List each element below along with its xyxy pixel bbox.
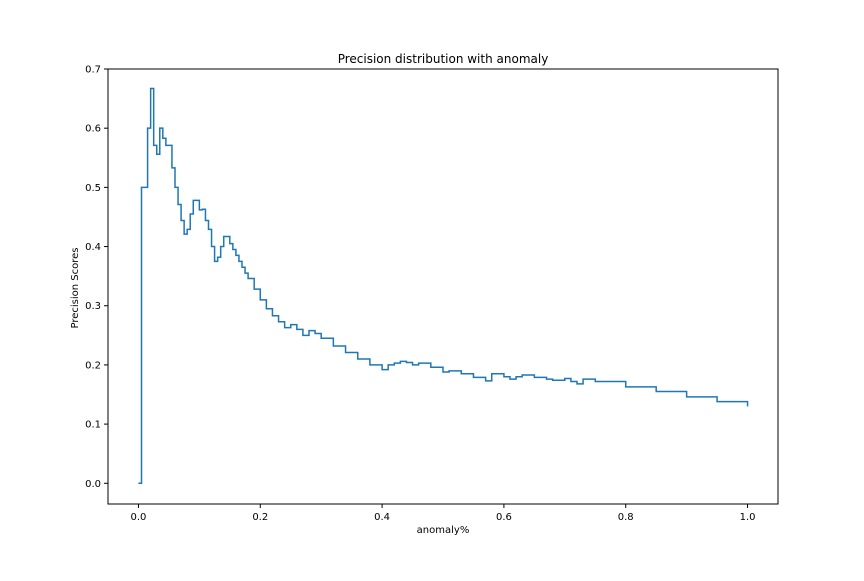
y-tick-label: 0.1 <box>85 420 101 431</box>
x-axis-ticks: 0.0 0.2 0.4 0.6 0.8 1.0 <box>131 504 756 523</box>
y-axis-label: Precision Scores <box>70 247 81 328</box>
x-tick-label: 0.0 <box>131 512 147 523</box>
y-tick-label: 0.4 <box>85 242 101 253</box>
x-tick-label: 0.6 <box>496 512 512 523</box>
y-tick-label: 0.6 <box>85 124 101 135</box>
y-tick-label: 0.2 <box>85 360 101 371</box>
y-tick-label: 0.3 <box>85 301 101 312</box>
x-axis-label: anomaly% <box>417 525 470 536</box>
series-layer <box>138 87 749 485</box>
x-tick-label: 0.8 <box>618 512 634 523</box>
y-tick-label: 0.0 <box>85 479 101 490</box>
plot-area-frame <box>107 68 779 505</box>
x-tick-label: 1.0 <box>740 512 756 523</box>
x-tick-label: 0.4 <box>374 512 390 523</box>
chart-title: Precision distribution with anomaly <box>338 52 549 66</box>
x-tick-label: 0.2 <box>252 512 268 523</box>
y-axis-ticks: 0.0 0.1 0.2 0.3 0.4 0.5 0.6 0.7 <box>85 65 108 490</box>
precision-step-line <box>138 87 749 485</box>
y-tick-label: 0.7 <box>85 65 101 76</box>
y-tick-label: 0.5 <box>85 183 101 194</box>
